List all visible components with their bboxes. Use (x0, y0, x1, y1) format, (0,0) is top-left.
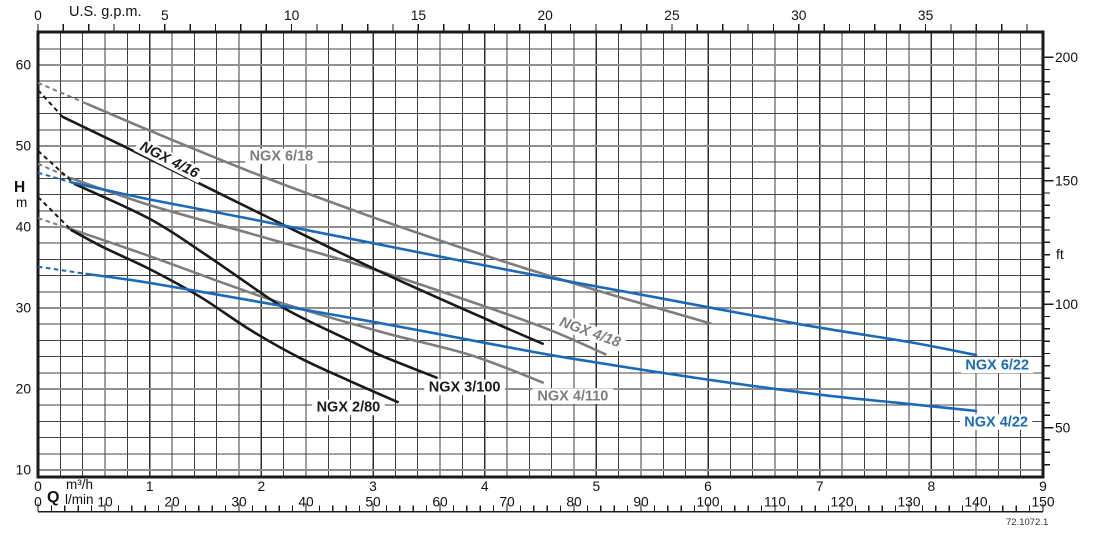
svg-text:50: 50 (1055, 420, 1071, 435)
curve-dashed-ngx-4-16 (37, 89, 64, 118)
svg-text:8: 8 (927, 479, 935, 494)
svg-text:30: 30 (791, 8, 807, 23)
svg-text:NGX 2/80: NGX 2/80 (317, 400, 381, 416)
right-axis-ft: 50 100 150 200 (1044, 50, 1078, 466)
svg-text:20: 20 (16, 382, 32, 397)
curve-label-ngx-3-100: NGX 3/100 (424, 379, 505, 396)
svg-text:130: 130 (897, 495, 920, 510)
flow-unit-lmin: l/min (65, 492, 94, 507)
curve-label-ngx-2-80: NGX 2/80 (312, 399, 385, 416)
curve-dashed-ngx-4-110 (37, 217, 68, 229)
svg-text:200: 200 (1055, 50, 1078, 65)
svg-text:NGX 4/18: NGX 4/18 (557, 314, 623, 351)
svg-text:9: 9 (1039, 479, 1047, 494)
svg-text:NGX 4/22: NGX 4/22 (964, 414, 1028, 430)
curve-ngx-4-18 (70, 177, 607, 356)
curve-ngx-6-22 (70, 181, 978, 357)
head-axis-unit: m (16, 195, 28, 210)
svg-text:150: 150 (1031, 495, 1054, 510)
curve-ngx-6-18 (85, 102, 712, 325)
curve-label-ngx-4-22: NGX 4/22 (959, 414, 1033, 430)
svg-text:50: 50 (365, 495, 381, 510)
svg-text:60: 60 (432, 495, 448, 510)
svg-text:7: 7 (816, 479, 824, 494)
svg-text:60: 60 (16, 58, 32, 73)
curve-dashed-ngx-6-22 (37, 171, 72, 184)
bottom-axis-m3h: 0 1 2 3 4 5 6 7 8 9 (34, 479, 1047, 494)
head-axis-symbol: H (14, 179, 26, 196)
svg-text:70: 70 (499, 495, 515, 510)
svg-text:0: 0 (34, 479, 42, 494)
svg-text:10: 10 (97, 495, 113, 510)
svg-text:20: 20 (164, 495, 180, 510)
svg-text:25: 25 (664, 8, 680, 23)
svg-text:1: 1 (146, 479, 154, 494)
plot-border (36, 30, 1045, 479)
curve-ngx-4-22 (85, 272, 978, 413)
svg-text:110: 110 (764, 495, 786, 510)
svg-text:20: 20 (538, 8, 554, 23)
svg-text:120: 120 (830, 495, 853, 510)
top-axis-unit-label: U.S. g.p.m. (69, 4, 142, 20)
svg-text:15: 15 (411, 8, 427, 23)
top-axis-gpm: 0 5 10 15 20 25 30 35 (34, 8, 1028, 32)
curve-dashed-ngx-6-18 (37, 81, 88, 105)
figure-code: 72.1072.1 (1006, 517, 1049, 528)
svg-text:0: 0 (34, 495, 42, 510)
svg-text:100: 100 (1055, 297, 1078, 312)
svg-text:10: 10 (284, 8, 300, 23)
svg-text:35: 35 (918, 8, 934, 23)
svg-text:NGX 6/22: NGX 6/22 (965, 358, 1029, 374)
left-axis-m: 10 20 30 40 50 60 (16, 58, 32, 478)
curve-dashed-ngx-4-18 (37, 162, 72, 180)
flow-axis-symbol: Q (47, 489, 60, 506)
svg-text:10: 10 (16, 463, 32, 478)
svg-text:80: 80 (566, 495, 582, 510)
svg-text:40: 40 (16, 220, 32, 235)
svg-text:5: 5 (161, 8, 169, 23)
feet-axis-unit: ft (1056, 246, 1064, 262)
svg-text:30: 30 (16, 301, 32, 316)
svg-text:90: 90 (633, 495, 649, 510)
svg-text:30: 30 (231, 495, 247, 510)
curve-label-ngx-6-22: NGX 6/22 (961, 357, 1034, 374)
svg-text:0: 0 (34, 8, 42, 23)
svg-text:150: 150 (1055, 173, 1078, 188)
curve-label-ngx-4-110: NGX 4/110 (532, 388, 614, 404)
svg-text:100: 100 (696, 495, 719, 510)
bottom-axis-lmin: 0 10 20 30 40 50 60 70 80 90 100 110 120 130 140 150 (34, 495, 1055, 513)
svg-text:4: 4 (481, 479, 489, 494)
svg-text:NGX 4/110: NGX 4/110 (537, 388, 608, 404)
svg-text:5: 5 (592, 479, 600, 494)
curve-ngx-2-80 (70, 228, 399, 404)
flow-unit-m3h: m³/h (66, 477, 93, 492)
curve-ngx-4-16 (61, 115, 544, 345)
curve-dashed-ngx-4-22 (37, 265, 88, 275)
svg-text:6: 6 (704, 479, 712, 494)
svg-text:140: 140 (964, 495, 987, 510)
grid (38, 32, 1043, 477)
curve-dashed-ngx-3-100 (37, 150, 76, 185)
svg-text:NGX 6/18: NGX 6/18 (250, 149, 314, 165)
svg-text:NGX 3/100: NGX 3/100 (429, 380, 501, 396)
svg-text:2: 2 (257, 479, 265, 494)
curve-label-ngx-6-18: NGX 6/18 (245, 148, 318, 165)
svg-text:3: 3 (369, 479, 377, 494)
curve-dashed-ngx-2-80 (37, 196, 73, 231)
svg-text:40: 40 (298, 495, 314, 510)
svg-text:50: 50 (16, 139, 32, 154)
